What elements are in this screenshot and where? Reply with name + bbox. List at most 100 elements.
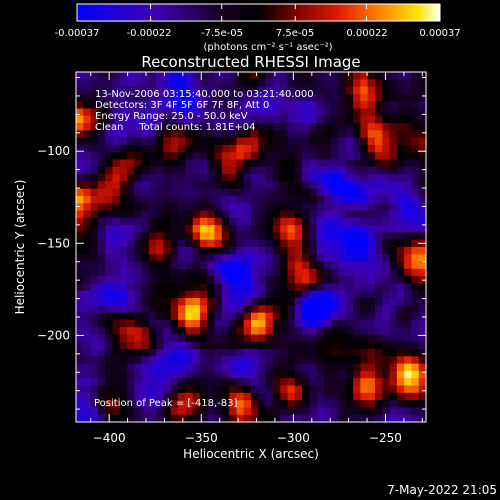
heatmap-cell: [396, 210, 405, 219]
heatmap-cell: [287, 137, 296, 146]
heatmap-cell: [185, 239, 193, 248]
heatmap-cell: [389, 108, 398, 117]
heatmap-cell: [338, 305, 347, 313]
heatmap-cell: [156, 174, 164, 182]
heatmap-cell: [272, 319, 281, 328]
heatmap-cell: [134, 101, 142, 109]
heatmap-cell: [192, 247, 201, 255]
heatmap-cell: [119, 232, 128, 241]
heatmap-cell: [97, 210, 106, 219]
heatmap-cell: [404, 72, 412, 80]
heatmap-cell: [309, 400, 317, 408]
heatmap-cell: [97, 72, 106, 80]
heatmap-cell: [367, 195, 376, 204]
heatmap-cell: [105, 195, 113, 204]
heatmap-cell: [236, 378, 245, 386]
heatmap-cell: [90, 276, 99, 284]
heatmap-cell: [360, 123, 368, 131]
heatmap-cell: [214, 268, 223, 277]
heatmap-cell: [127, 108, 135, 117]
heatmap-cell: [178, 101, 186, 109]
heatmap-cell: [258, 144, 266, 153]
heatmap-cell: [236, 181, 245, 189]
heatmap-cell: [316, 341, 325, 350]
heatmap-cell: [243, 363, 252, 372]
heatmap-cell: [418, 268, 426, 277]
heatmap-cell: [236, 356, 245, 364]
heatmap-cell: [323, 261, 332, 270]
heatmap-cell: [97, 115, 106, 124]
heatmap-cell: [353, 225, 361, 233]
heatmap-cell: [170, 378, 179, 386]
heatmap-cell: [272, 385, 281, 394]
heatmap-cell: [229, 414, 237, 422]
heatmap-cell: [76, 283, 84, 292]
heatmap-cell: [294, 181, 303, 189]
heatmap-cell: [207, 195, 215, 204]
heatmap-cell: [418, 130, 426, 138]
heatmap-cell: [229, 283, 237, 292]
heatmap-cell: [178, 217, 186, 226]
heatmap-cell: [280, 341, 288, 350]
heatmap-cell: [338, 239, 347, 248]
heatmap-cell: [112, 349, 121, 357]
heatmap-cell: [229, 363, 237, 372]
heatmap-cell: [251, 239, 259, 248]
heatmap-cell: [411, 407, 420, 416]
heatmap-cell: [411, 93, 420, 102]
heatmap-cell: [97, 319, 106, 328]
heatmap-cell: [192, 341, 201, 350]
heatmap-cell: [170, 276, 179, 284]
heatmap-cell: [323, 203, 332, 211]
heatmap-cell: [221, 130, 230, 138]
heatmap-cell: [127, 152, 135, 160]
heatmap-cell: [221, 152, 230, 160]
heatmap-cell: [170, 123, 179, 131]
heatmap-cell: [178, 225, 186, 233]
heatmap-cell: [404, 210, 412, 219]
heatmap-cell: [105, 217, 113, 226]
heatmap-cell: [170, 268, 179, 277]
heatmap-cell: [353, 195, 361, 204]
heatmap-cell: [90, 225, 99, 233]
heatmap-cell: [90, 79, 99, 87]
heatmap-cell: [287, 370, 296, 379]
heatmap-cell: [170, 181, 179, 189]
heatmap-cell: [294, 261, 303, 270]
heatmap-cell: [382, 312, 390, 321]
heatmap-cell: [236, 152, 245, 160]
heatmap-cell: [345, 130, 354, 138]
heatmap-cell: [360, 298, 368, 306]
heatmap-cell: [127, 195, 135, 204]
y-tick-label: −150: [37, 236, 70, 250]
heatmap-cell: [119, 334, 128, 343]
heatmap-cell: [294, 392, 303, 401]
heatmap-cell: [156, 268, 164, 277]
heatmap-cell: [287, 101, 296, 109]
heatmap-cell: [134, 195, 142, 204]
heatmap-cell: [119, 268, 128, 277]
heatmap-cell: [214, 203, 223, 211]
heatmap-cell: [265, 305, 274, 313]
heatmap-cell: [258, 400, 266, 408]
heatmap-cell: [178, 181, 186, 189]
heatmap-cell: [134, 349, 142, 357]
heatmap-cell: [148, 400, 157, 408]
heatmap-cell: [374, 203, 383, 211]
heatmap-cell: [97, 86, 106, 95]
heatmap-cell: [229, 210, 237, 219]
heatmap-cell: [316, 217, 325, 226]
heatmap-cell: [389, 123, 398, 131]
heatmap-cell: [236, 210, 245, 219]
heatmap-cell: [353, 261, 361, 270]
heatmap-cell: [127, 144, 135, 153]
heatmap-cell: [141, 356, 150, 364]
heatmap-cell: [243, 181, 252, 189]
heatmap-cell: [338, 261, 347, 270]
heatmap-cell: [214, 341, 223, 350]
heatmap-cell: [287, 392, 296, 401]
heatmap-cell: [119, 349, 128, 357]
heatmap-cell: [374, 93, 383, 102]
heatmap-cell: [272, 195, 281, 204]
heatmap-cell: [243, 276, 252, 284]
